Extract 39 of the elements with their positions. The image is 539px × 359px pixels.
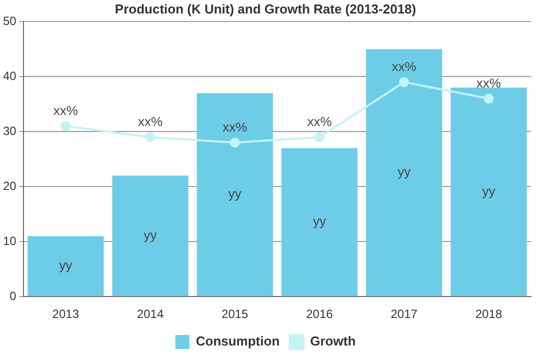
data-label: yy bbox=[228, 186, 242, 202]
bar bbox=[28, 236, 104, 296]
y-tick-label: 50 bbox=[2, 14, 17, 28]
data-label: xx% bbox=[222, 120, 248, 135]
data-label: yy bbox=[398, 164, 412, 180]
point bbox=[145, 132, 156, 142]
data-label: xx% bbox=[138, 114, 163, 130]
chart-title: Production (K Unit) and Growth Rate (2013-2018) bbox=[114, 1, 416, 16]
y-tick-label: 0 bbox=[10, 288, 17, 303]
bar bbox=[112, 176, 188, 296]
x-tick-label: 2017 bbox=[390, 307, 418, 322]
x-tick-label: 2018 bbox=[475, 307, 502, 322]
data-label: yy bbox=[482, 183, 496, 198]
data-label: yy bbox=[59, 258, 73, 273]
data-label: xx% bbox=[53, 103, 78, 118]
x-tick-label: 2015 bbox=[222, 307, 249, 322]
x-tick-label: 2014 bbox=[136, 307, 164, 322]
data-label: xx% bbox=[307, 114, 332, 130]
bar bbox=[196, 93, 273, 296]
point bbox=[60, 121, 71, 132]
bar bbox=[281, 148, 358, 296]
y-tick-label: 30 bbox=[2, 124, 17, 138]
y-tick-label: 20 bbox=[2, 178, 17, 193]
x-tick-label: 2013 bbox=[52, 307, 80, 322]
data-label: yy bbox=[144, 227, 158, 242]
point bbox=[399, 77, 410, 88]
x-tick-label: 2016 bbox=[306, 307, 334, 322]
legend-label: Growth bbox=[310, 334, 356, 349]
data-label: yy bbox=[312, 214, 326, 229]
point bbox=[230, 138, 240, 148]
y-tick-label: 10 bbox=[2, 234, 17, 248]
bar bbox=[450, 88, 527, 296]
y-tick-label: 40 bbox=[2, 68, 17, 83]
point bbox=[314, 132, 324, 142]
point bbox=[484, 94, 494, 104]
bar bbox=[366, 49, 442, 296]
data-label: xx% bbox=[392, 59, 417, 74]
data-label: xx% bbox=[476, 76, 502, 91]
legend-label: Consumption bbox=[196, 334, 280, 349]
